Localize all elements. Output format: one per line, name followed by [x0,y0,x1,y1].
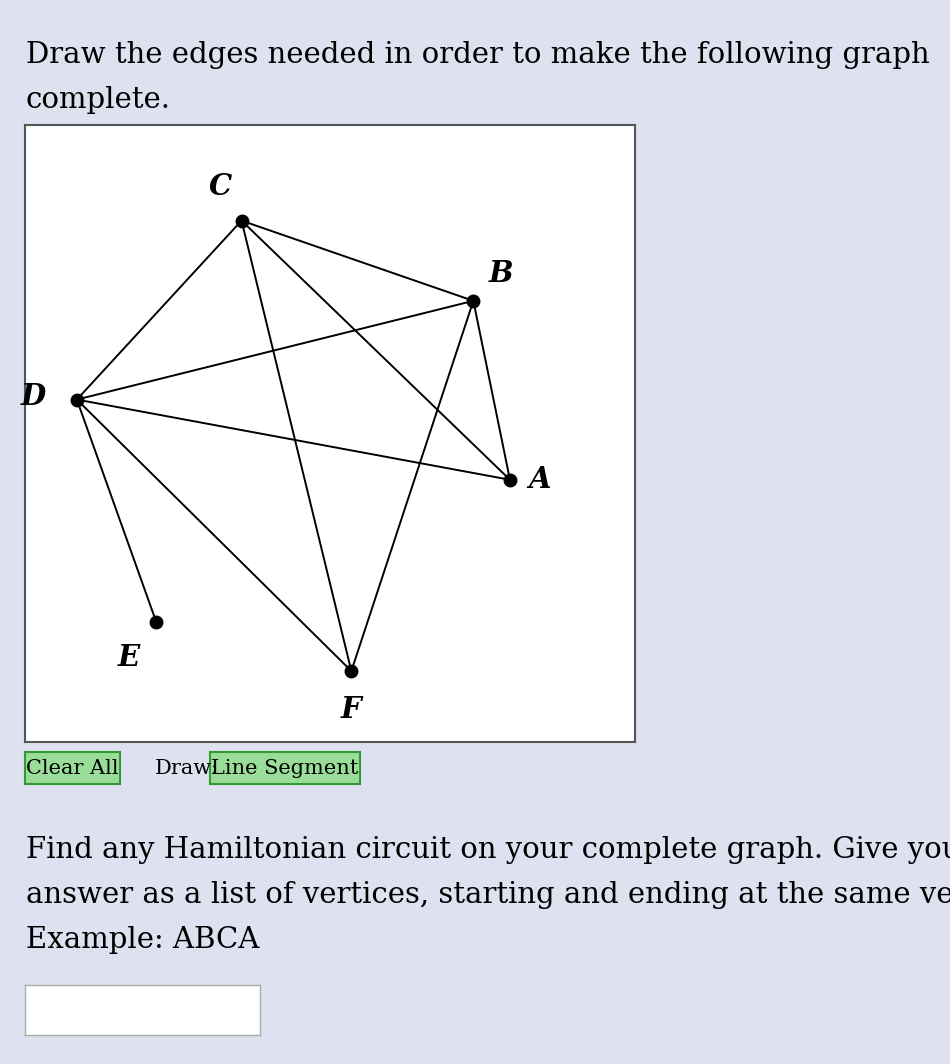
Text: Line Segment: Line Segment [211,759,359,778]
Text: E: E [118,643,140,672]
Text: Clear All: Clear All [27,759,119,778]
FancyBboxPatch shape [210,752,360,784]
Text: answer as a list of vertices, starting and ending at the same vertex.: answer as a list of vertices, starting a… [26,881,950,909]
Text: Find any Hamiltonian circuit on your complete graph. Give your: Find any Hamiltonian circuit on your com… [26,836,950,864]
Text: Draw the edges needed in order to make the following graph: Draw the edges needed in order to make t… [26,41,929,69]
Text: B: B [488,259,513,287]
Text: Draw:: Draw: [155,759,219,778]
FancyBboxPatch shape [25,752,120,784]
Text: F: F [341,695,362,724]
Text: D: D [20,382,46,411]
Text: A: A [528,465,551,495]
Text: Example: ABCA: Example: ABCA [26,926,259,954]
Text: complete.: complete. [26,86,171,114]
Text: C: C [209,172,232,201]
